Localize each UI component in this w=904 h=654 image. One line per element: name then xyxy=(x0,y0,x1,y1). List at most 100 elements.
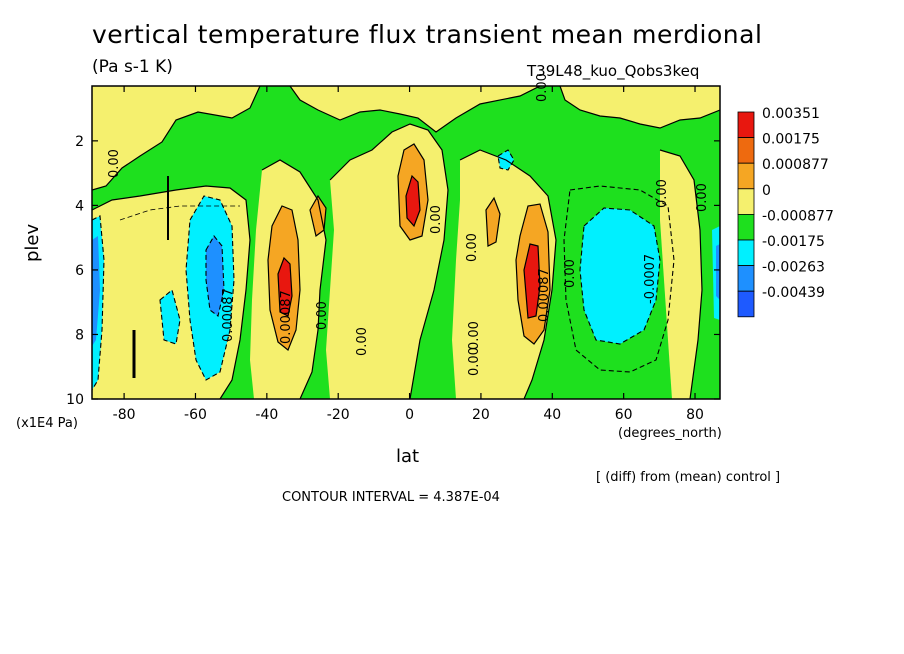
legend-label: 0.00175 xyxy=(762,132,820,148)
fill-yellow-right xyxy=(660,150,702,399)
contour-label: 0.00 xyxy=(535,73,550,102)
fill-blue-right-edge xyxy=(716,244,720,300)
contour-label: 0.00087 xyxy=(221,288,236,342)
x-units-label: (degrees_north) xyxy=(618,426,722,441)
legend-label: -0.000877 xyxy=(762,208,834,224)
contour-lines xyxy=(92,86,720,399)
contour-line xyxy=(309,194,327,238)
legend-swatch xyxy=(737,213,755,241)
legend-label: 0.000877 xyxy=(762,157,829,173)
fill-red-sh-core xyxy=(278,258,292,316)
y-axis-label: plev xyxy=(22,223,43,262)
contour-fill xyxy=(92,86,720,399)
contour-line xyxy=(261,159,327,399)
legend-swatch xyxy=(737,137,755,164)
legend-swatch xyxy=(737,290,755,318)
contour-label: 0.00 xyxy=(655,179,670,208)
contour-line xyxy=(405,174,421,228)
x-tick-label: -80 xyxy=(113,407,136,423)
x-tick-label: 0 xyxy=(405,407,414,423)
run-name: T39L48_kuo_Qobs3keq xyxy=(527,62,700,80)
fill-orange-nh-small xyxy=(486,198,500,246)
y-axis: 2 4 6 8 10 xyxy=(66,134,720,408)
fill-yellow-top-left xyxy=(92,86,260,190)
contour-line xyxy=(559,86,720,129)
fill-cyan-nh xyxy=(580,208,660,344)
contour-line-negative xyxy=(119,205,240,221)
contour-line xyxy=(329,123,449,399)
contour-label: 0.00 xyxy=(355,327,370,356)
negative-contour-lines xyxy=(92,149,675,391)
chart-title: vertical temperature flux transient mean… xyxy=(92,20,763,49)
y-tick-label: 2 xyxy=(75,134,84,150)
contour-labels: 0.000.000.000.000.000.000.00 0.000.00 0.00… xyxy=(107,73,710,376)
contour-label: 0.00087 xyxy=(537,268,552,322)
contour-line-negative xyxy=(205,235,225,317)
fill-cyan-sh-outer xyxy=(160,290,180,344)
contour-line xyxy=(277,256,293,317)
contour-line xyxy=(267,205,301,351)
contour-line xyxy=(397,143,429,241)
y-tick-label: 8 xyxy=(75,327,84,343)
contour-label: 0.00 xyxy=(107,149,122,178)
fill-blue-sh-core xyxy=(206,236,224,316)
y-tick-label: 4 xyxy=(75,198,84,214)
contour-line xyxy=(515,203,551,345)
x-tick-label: 60 xyxy=(615,407,633,423)
legend-swatch xyxy=(737,239,755,267)
color-legend: 0.00351 0.00175 0.000877 0 -0.000877 -0.00175… xyxy=(737,106,834,318)
contour-line xyxy=(92,185,251,399)
x-tick-label: 40 xyxy=(543,407,561,423)
x-tick-label: 80 xyxy=(686,407,704,423)
contour-label: 0.00 xyxy=(695,183,710,212)
fill-red-nh-core xyxy=(524,244,540,318)
legend-label: -0.00263 xyxy=(762,260,825,276)
contour-line-negative xyxy=(579,207,661,345)
contour-label: 0.00 xyxy=(563,259,578,288)
contour-line xyxy=(659,149,703,399)
contour-line-negative xyxy=(563,185,675,373)
x-tick-label: 20 xyxy=(472,407,490,423)
contour-line xyxy=(485,196,501,247)
contour-label: 0.00 xyxy=(467,321,482,350)
x-tick-label: -60 xyxy=(184,407,207,423)
x-tick-label: -20 xyxy=(327,407,350,423)
legend-swatch xyxy=(737,162,755,190)
plot-frame xyxy=(91,85,721,400)
legend-label: 0.00351 xyxy=(762,106,820,122)
contour-line-negative xyxy=(159,289,181,345)
x-axis: -80 -60 -40 -20 0 20 40 60 80 xyxy=(113,86,704,423)
legend-label: 0 xyxy=(762,183,771,199)
fill-blue-left-edge xyxy=(92,236,100,346)
contour-line xyxy=(459,149,557,399)
contour-label: -0.0007 xyxy=(643,254,658,304)
y-units-label: (x1E4 Pa) xyxy=(16,416,78,431)
contour-line xyxy=(289,86,541,133)
x-axis-label: lat xyxy=(396,446,420,467)
contour-label: 0.00 xyxy=(315,301,330,330)
legend-label: -0.00175 xyxy=(762,234,825,250)
contour-label: 0.00 xyxy=(465,233,480,262)
contour-label: 0.00 xyxy=(429,205,444,234)
fill-yellow-top-right xyxy=(560,86,720,128)
contour-label: 0.00087 xyxy=(279,290,294,344)
contour-line-negative xyxy=(185,195,235,381)
contour-interval: CONTOUR INTERVAL = 4.387E-04 xyxy=(282,490,500,505)
x-tick-label: -40 xyxy=(255,407,278,423)
contour-label: 0.00 xyxy=(467,347,482,376)
units-label: (Pa s-1 K) xyxy=(92,57,173,77)
y-tick-label: 10 xyxy=(66,392,84,408)
legend-label: -0.00439 xyxy=(762,285,825,301)
fill-red-eq-core xyxy=(406,176,420,226)
fill-yellow-top-mid xyxy=(290,86,540,132)
contour-line-negative xyxy=(497,149,515,171)
legend-swatch xyxy=(737,188,755,215)
y-tick-label: 6 xyxy=(75,263,84,279)
legend-swatch xyxy=(737,111,755,139)
contour-line xyxy=(523,243,541,319)
contour-line-negative xyxy=(92,215,105,391)
diff-note: [ (diff) from (mean) control ] xyxy=(596,470,781,485)
legend-swatch xyxy=(737,265,755,292)
contour-line xyxy=(92,86,261,191)
